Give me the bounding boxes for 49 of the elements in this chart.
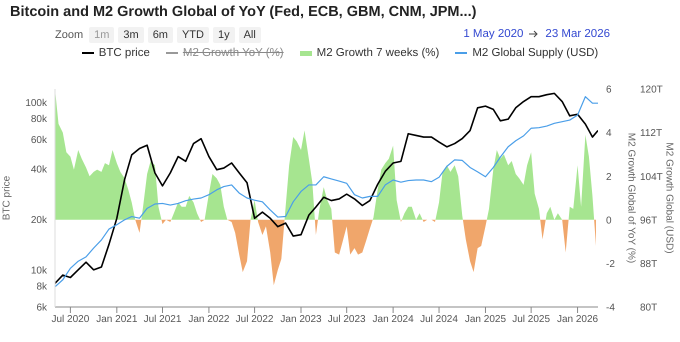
y-tick-label: 10k (30, 265, 48, 276)
y-tick-label: 40k (30, 164, 48, 176)
y-tick-label: 8k (36, 282, 48, 293)
x-tick-label: Jan 2026 (556, 314, 599, 326)
x-tick-label: Jan 2025 (464, 314, 506, 326)
y-tick-label: 60k (30, 134, 48, 146)
x-tick-label: Jul 2024 (420, 314, 458, 326)
y2-tick-label: -2 (606, 258, 616, 270)
x-tick-label: Jul 2020 (51, 314, 90, 326)
text: 1y (212, 27, 235, 43)
legend-label: M2 Growth 7 weeks (%) (316, 47, 440, 59)
x-tick-label: Jul 2025 (512, 314, 550, 326)
y2-tick-label: 0 (606, 215, 612, 226)
x-tick-label: Jan 2023 (280, 314, 322, 326)
y2-tick-label: 6 (606, 84, 612, 96)
x-tick-label: Jul 2022 (236, 314, 274, 326)
y3-axis-title: M2 Growth Global (USD) (663, 142, 674, 254)
y2-tick-label: -4 (606, 302, 616, 314)
y-tick-label: 20k (30, 214, 48, 226)
y2-tick-label: 4 (606, 128, 612, 140)
x-tick-label: Jan 2022 (188, 314, 230, 326)
legend-label: BTC price (98, 47, 150, 59)
y-tick-label: 100k (25, 98, 48, 109)
y3-tick-label: 88T (640, 258, 658, 270)
x-tick-label: Jan 2024 (372, 314, 414, 326)
x-tick-label: Jul 2023 (328, 314, 366, 326)
y-tick-label: 6k (36, 302, 48, 314)
y2-tick-label: 2 (606, 172, 612, 183)
text: 1 May 2020 (463, 28, 524, 40)
legend-label: M2 Growth YoY (%) (182, 47, 284, 59)
text: 23 Mar 2026 (545, 28, 610, 40)
y3-tick-label: 112T (640, 128, 662, 140)
x-tick-label: Jul 2021 (144, 314, 182, 326)
y3-tick-label: 120T (640, 84, 663, 96)
legend-label: M2 Global Supply (USD) (471, 47, 598, 59)
text: YTD (176, 27, 209, 43)
text: 1m (89, 27, 114, 43)
y-tick-label: 80k (30, 114, 48, 126)
text: 3m (118, 27, 144, 43)
y3-tick-label: 80T (640, 302, 658, 314)
y2-axis-title: M2 Growth Global of YoY (%) (625, 132, 636, 264)
text: All (238, 27, 261, 43)
y3-tick-label: 96T (640, 215, 658, 226)
y3-tick-label: 104T (640, 172, 663, 183)
text: Zoom (55, 29, 84, 41)
chart-title: Bitcoin and M2 Growth Global of YoY (Fed, ECB, GBM, CNM, JPM...) (10, 4, 476, 20)
y-axis-title: BTC price (2, 175, 13, 220)
text: 6m (148, 27, 173, 43)
x-tick-label: Jan 2021 (96, 314, 138, 326)
